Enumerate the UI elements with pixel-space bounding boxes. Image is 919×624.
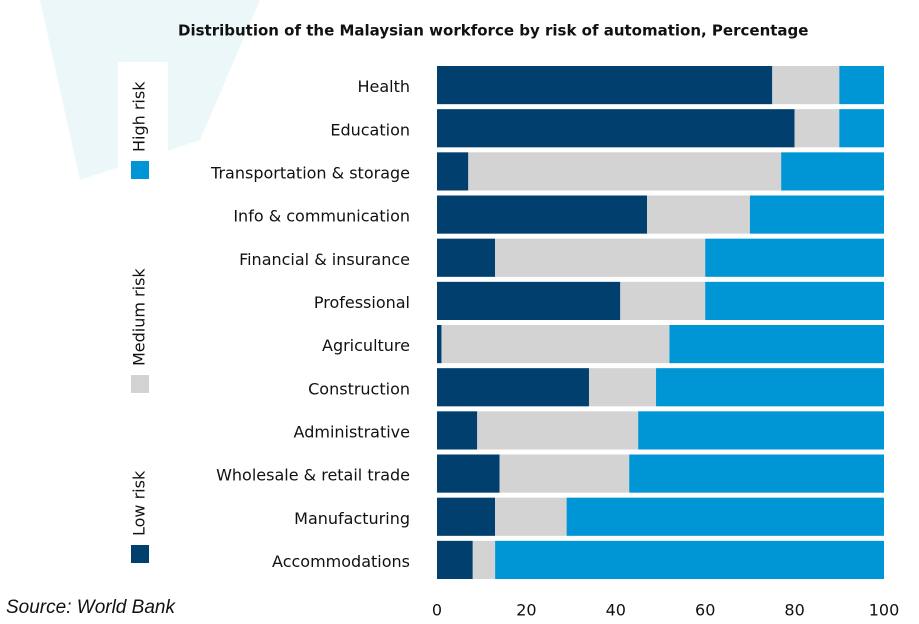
bar-segment — [669, 325, 884, 364]
legend-label: High risk — [130, 81, 149, 152]
y-tick-label: Transportation & storage — [210, 163, 410, 182]
legend-swatch — [131, 375, 149, 393]
bar-segment — [566, 497, 884, 536]
x-tick-label: 100 — [869, 601, 900, 620]
legend-swatch — [131, 545, 149, 563]
bar-segment — [705, 238, 884, 277]
bar-segment — [656, 368, 884, 407]
y-tick-label: Wholesale & retail trade — [216, 466, 410, 485]
bar-segment — [588, 368, 657, 407]
bar-segment — [794, 109, 840, 148]
x-tick-label: 20 — [516, 601, 536, 620]
bar-segment — [495, 540, 884, 579]
bar-segment — [638, 411, 884, 450]
y-tick-label: Agriculture — [322, 336, 410, 355]
bar-segment — [437, 497, 496, 536]
y-tick-label: Professional — [314, 293, 410, 312]
x-tick-label: 0 — [432, 601, 442, 620]
y-tick-label: Construction — [308, 379, 410, 398]
bar-segment — [749, 195, 884, 234]
legend-panel — [118, 62, 168, 602]
y-tick-label: Accommodations — [272, 552, 410, 571]
bar-segment — [772, 66, 840, 105]
bar-segment — [839, 66, 884, 105]
x-tick-label: 80 — [784, 601, 804, 620]
chart-title: Distribution of the Malaysian workforce … — [178, 22, 808, 40]
bar-segment — [620, 281, 706, 320]
bar-segment — [437, 195, 648, 234]
bar-segment — [437, 540, 473, 579]
bar-segment — [437, 152, 469, 191]
bar-segment — [441, 325, 670, 364]
bar-segment — [495, 497, 567, 536]
legend-swatch — [131, 161, 149, 179]
y-tick-label: Education — [330, 120, 410, 139]
bar-segment — [437, 454, 500, 493]
y-tick-label: Financial & insurance — [239, 250, 410, 269]
bar-segment — [499, 454, 630, 493]
bar-segment — [437, 281, 621, 320]
bar-segment — [437, 325, 442, 364]
legend-label: Low risk — [130, 470, 149, 536]
bar-segment — [781, 152, 884, 191]
bar-segment — [437, 109, 795, 148]
source: Source: World Bank — [6, 597, 176, 618]
x-tick-label: 60 — [695, 601, 715, 620]
bar-segment — [437, 66, 773, 105]
bar-segment — [477, 411, 639, 450]
x-tick-label: 40 — [606, 601, 626, 620]
bar-segment — [839, 109, 884, 148]
y-tick-label: Manufacturing — [294, 509, 410, 528]
bar-segment — [647, 195, 750, 234]
bar-segment — [705, 281, 884, 320]
y-tick-label: Health — [357, 77, 410, 96]
bar-segment — [629, 454, 884, 493]
bar-segment — [437, 238, 496, 277]
bar-segment — [495, 238, 706, 277]
y-tick-label: Info & communication — [233, 207, 410, 226]
y-tick-label: Administrative — [294, 422, 410, 441]
bar-segment — [437, 368, 589, 407]
bar-segment — [437, 411, 478, 450]
legend-label: Medium risk — [130, 268, 149, 366]
bar-segment — [468, 152, 782, 191]
bar-segment — [472, 540, 496, 579]
